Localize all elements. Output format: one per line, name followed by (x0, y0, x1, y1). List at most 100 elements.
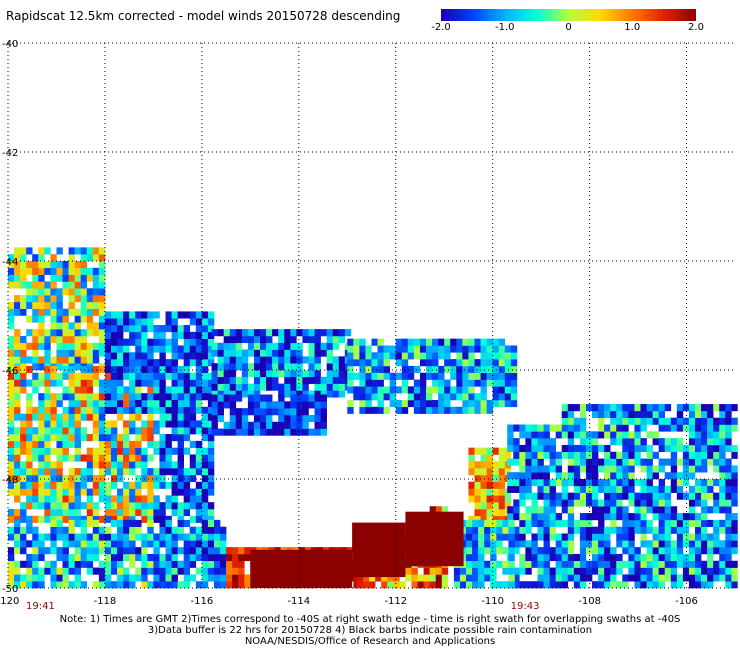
wind-cell (486, 468, 493, 476)
wind-cell (229, 394, 237, 402)
wind-cell (302, 428, 309, 436)
wind-cell (338, 356, 346, 364)
wind-cell (266, 329, 273, 337)
wind-cell (371, 338, 378, 346)
wind-cell (652, 499, 659, 507)
wind-cell (201, 413, 209, 421)
wind-cell (496, 533, 503, 541)
wind-cell (456, 338, 463, 346)
wind-cell (183, 393, 191, 401)
wind-cell (326, 370, 334, 378)
wind-cell (462, 359, 469, 367)
wind-cell (725, 506, 732, 514)
wind-cell (646, 553, 653, 562)
wind-cell (183, 352, 191, 360)
wind-cell (652, 485, 659, 493)
wind-cell (296, 408, 303, 416)
wind-cell (62, 406, 69, 414)
wind-cell (62, 474, 69, 483)
wind-cell (195, 547, 203, 555)
wind-cell (14, 393, 21, 401)
wind-cell (147, 540, 154, 548)
wind-cell (44, 533, 51, 541)
wind-cell (117, 447, 124, 455)
wind-cell (688, 553, 696, 562)
wind-cell (531, 533, 538, 541)
wind-cell (444, 379, 451, 387)
wind-cell (592, 410, 599, 418)
wind-cell (229, 390, 237, 398)
wind-cell (411, 574, 418, 582)
wind-cell (646, 492, 653, 500)
wind-cell (189, 352, 197, 360)
wind-cell (413, 399, 421, 408)
wind-cell (44, 461, 51, 469)
wind-cell (171, 338, 178, 346)
wind-cell (731, 404, 738, 412)
wind-cell (56, 295, 63, 303)
wind-cell (610, 465, 617, 473)
wind-cell (462, 399, 469, 408)
wind-cell (14, 365, 21, 374)
wind-cell (371, 379, 378, 387)
wind-cell (171, 540, 178, 548)
wind-cell (387, 581, 394, 589)
wind-cell (62, 560, 69, 568)
wind-cell (604, 499, 611, 507)
wind-cell (676, 444, 684, 453)
wind-cell (468, 338, 475, 346)
wind-cell (573, 431, 581, 439)
wind-cell (610, 519, 617, 527)
wind-cell (567, 533, 575, 541)
wind-cell (498, 352, 506, 360)
wind-cell (598, 574, 605, 582)
wind-cell (555, 499, 563, 507)
wind-cell (165, 547, 172, 555)
wind-cell (135, 372, 142, 380)
wind-cell (117, 331, 124, 339)
wind-cell (555, 458, 563, 466)
wind-cell (490, 540, 497, 548)
wind-cell (525, 492, 532, 500)
wind-cell (266, 363, 273, 371)
wind-cell (147, 560, 154, 568)
wind-cell (14, 267, 21, 275)
wind-cell (62, 267, 69, 275)
wind-cell (92, 427, 100, 435)
wind-cell (383, 393, 390, 401)
wind-cell (508, 574, 515, 582)
wind-cell (628, 492, 635, 500)
wind-cell (32, 434, 39, 442)
wind-cell (110, 495, 118, 503)
wind-cell (688, 485, 696, 493)
wind-cell (80, 295, 88, 303)
wind-cell (658, 404, 666, 412)
wind-cell (326, 349, 334, 357)
wind-cell (110, 338, 118, 346)
wind-cell (171, 481, 178, 489)
wind-cell (701, 417, 708, 425)
wind-cell (153, 406, 160, 414)
wind-cell (189, 560, 197, 568)
wind-cell (472, 560, 479, 568)
wind-cell (695, 410, 702, 418)
wind-cell (104, 338, 112, 346)
wind-cell (195, 461, 203, 469)
wind-cell (664, 438, 672, 446)
wind-cell (159, 359, 166, 367)
wind-cell (238, 553, 245, 562)
wind-cell (353, 352, 360, 360)
wind-cell (44, 365, 51, 374)
wind-cell (260, 401, 267, 409)
wind-cell (326, 329, 334, 337)
wind-cell (579, 519, 587, 527)
wind-cell (513, 513, 520, 521)
wind-cell (86, 288, 94, 296)
wind-cell (278, 363, 285, 371)
wind-cell (92, 581, 100, 589)
time-label: 19:41 (26, 601, 55, 612)
wind-cell (129, 560, 136, 568)
wind-cell (201, 386, 209, 394)
wind-cell (634, 479, 641, 487)
wind-cell (664, 404, 672, 412)
